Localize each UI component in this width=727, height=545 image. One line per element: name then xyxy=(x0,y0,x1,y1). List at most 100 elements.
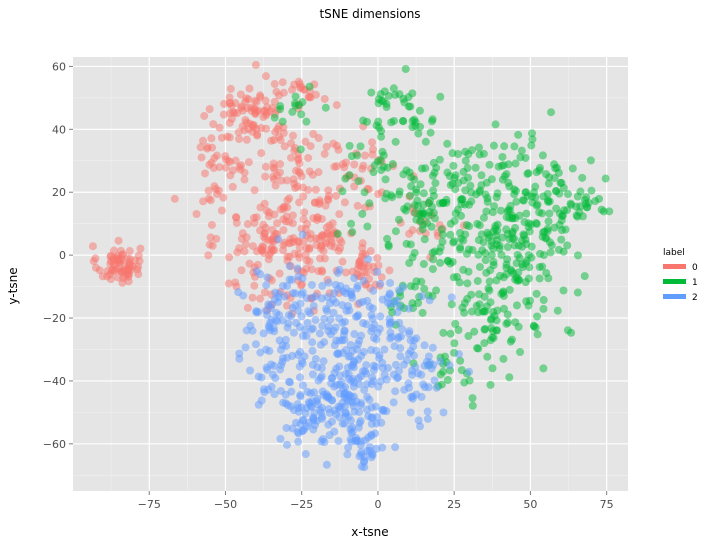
data-point-label-1 xyxy=(468,401,477,410)
data-point-label-2 xyxy=(267,304,276,313)
data-point-label-2 xyxy=(289,328,298,337)
data-point-label-0 xyxy=(243,220,252,229)
y-tick-label: 40 xyxy=(52,123,66,136)
data-point-label-0 xyxy=(267,136,276,145)
data-point-label-1 xyxy=(533,330,542,339)
data-point-label-2 xyxy=(409,342,418,351)
data-point-label-0 xyxy=(199,197,208,206)
data-point-label-2 xyxy=(308,346,317,355)
data-point-label-0 xyxy=(125,247,134,256)
data-point-label-1 xyxy=(575,208,584,217)
data-point-label-0 xyxy=(267,245,276,254)
data-point-label-1 xyxy=(467,307,476,316)
data-point-label-1 xyxy=(419,260,428,269)
data-point-label-1 xyxy=(563,326,572,335)
data-point-label-0 xyxy=(252,213,261,222)
data-point-label-0 xyxy=(357,252,366,261)
data-point-label-1 xyxy=(495,244,504,253)
data-point-label-2 xyxy=(318,281,327,290)
data-point-label-1 xyxy=(402,239,411,248)
data-point-label-2 xyxy=(241,343,250,352)
data-point-label-2 xyxy=(329,308,338,317)
data-point-label-0 xyxy=(285,194,294,203)
data-point-label-2 xyxy=(292,318,301,327)
data-point-label-0 xyxy=(107,257,116,266)
data-point-label-1 xyxy=(270,113,279,122)
data-point-label-0 xyxy=(269,163,278,172)
y-tick-label: 0 xyxy=(59,249,66,262)
data-point-label-0 xyxy=(217,206,226,215)
data-point-label-0 xyxy=(301,137,310,146)
data-point-label-0 xyxy=(207,134,216,143)
data-point-label-1 xyxy=(505,373,514,382)
data-point-label-1 xyxy=(503,318,512,327)
data-point-label-2 xyxy=(445,361,454,370)
data-point-label-2 xyxy=(367,431,376,440)
data-point-label-1 xyxy=(481,190,490,199)
data-point-label-1 xyxy=(517,146,526,155)
data-point-label-2 xyxy=(363,392,372,401)
data-point-label-1 xyxy=(487,237,496,246)
data-point-label-1 xyxy=(395,90,404,99)
data-point-label-0 xyxy=(338,257,347,266)
data-point-label-2 xyxy=(288,424,297,433)
data-point-label-1 xyxy=(429,158,438,167)
data-point-label-1 xyxy=(381,175,390,184)
data-point-label-1 xyxy=(502,213,511,222)
data-point-label-2 xyxy=(336,281,345,290)
data-point-label-2 xyxy=(294,272,303,281)
data-point-label-1 xyxy=(383,234,392,243)
data-point-label-2 xyxy=(324,405,333,414)
data-point-label-1 xyxy=(580,272,589,281)
x-tick-label: −75 xyxy=(138,498,161,511)
data-point-label-0 xyxy=(341,268,350,277)
data-point-label-1 xyxy=(359,116,368,125)
data-point-label-2 xyxy=(362,361,371,370)
data-point-label-2 xyxy=(382,375,391,384)
data-point-label-0 xyxy=(332,191,341,200)
data-point-label-0 xyxy=(236,165,245,174)
data-point-label-1 xyxy=(514,130,523,139)
data-point-label-1 xyxy=(377,132,386,141)
data-point-label-0 xyxy=(243,303,252,312)
data-point-label-2 xyxy=(308,338,317,347)
data-point-label-2 xyxy=(234,288,243,297)
data-point-label-1 xyxy=(410,248,419,257)
data-point-label-1 xyxy=(401,64,410,73)
data-point-label-2 xyxy=(318,412,327,421)
data-point-label-0 xyxy=(321,238,330,247)
data-point-label-2 xyxy=(390,342,399,351)
data-point-label-2 xyxy=(299,381,308,390)
data-point-label-2 xyxy=(318,321,327,330)
data-point-label-0 xyxy=(134,270,143,279)
data-point-label-2 xyxy=(259,329,268,338)
data-point-label-1 xyxy=(470,327,479,336)
data-point-label-1 xyxy=(278,117,287,126)
data-point-label-2 xyxy=(336,403,345,412)
data-point-label-0 xyxy=(285,217,294,226)
data-point-label-1 xyxy=(427,222,436,231)
data-point-label-2 xyxy=(326,315,335,324)
data-point-label-0 xyxy=(350,160,359,169)
data-point-label-0 xyxy=(305,167,314,176)
data-point-label-0 xyxy=(279,205,288,214)
data-point-label-1 xyxy=(288,107,297,116)
data-point-label-0 xyxy=(264,255,273,264)
data-point-label-2 xyxy=(386,278,395,287)
data-point-label-2 xyxy=(359,367,368,376)
data-point-label-1 xyxy=(481,249,490,258)
data-point-label-2 xyxy=(373,413,382,422)
data-point-label-1 xyxy=(504,205,513,214)
data-point-label-1 xyxy=(395,187,404,196)
data-point-label-0 xyxy=(261,162,270,171)
data-point-label-1 xyxy=(464,173,473,182)
data-point-label-1 xyxy=(554,245,563,254)
data-point-label-2 xyxy=(393,374,402,383)
data-point-label-1 xyxy=(471,163,480,172)
data-point-label-2 xyxy=(359,276,368,285)
data-point-label-1 xyxy=(414,129,423,138)
data-point-label-1 xyxy=(483,197,492,206)
data-point-label-1 xyxy=(454,150,463,159)
data-point-label-0 xyxy=(358,243,367,252)
data-point-label-0 xyxy=(126,255,135,264)
